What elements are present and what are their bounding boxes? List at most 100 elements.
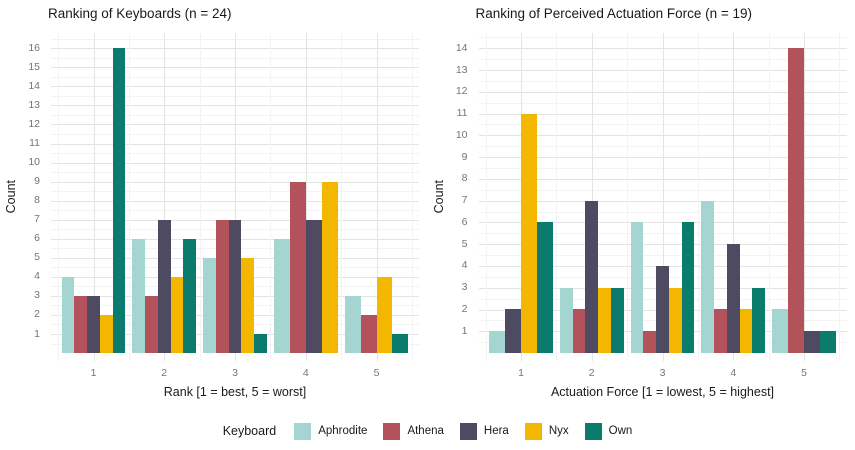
y-tick-label: 13 — [455, 63, 468, 76]
y-tick-label: 10 — [455, 128, 468, 141]
bar-nyx — [99, 315, 113, 353]
y-tick-label: 11 — [456, 107, 468, 119]
bar-hera — [656, 266, 669, 353]
y-tick-label: 7 — [461, 194, 468, 207]
v-gridline-major — [93, 33, 95, 361]
bar-hera — [228, 220, 242, 353]
bar-nyx — [321, 182, 338, 353]
bar-hera — [305, 220, 322, 353]
x-axis-title: Actuation Force [1 = lowest, 5 = highest… — [550, 385, 775, 399]
bar-group — [559, 33, 624, 353]
y-tick-label: 5 — [461, 237, 468, 250]
bar-nyx — [668, 288, 682, 353]
bar-group — [344, 33, 409, 353]
y-tick-label: 11 — [29, 137, 40, 149]
x-axis-title: Rank [1 = best, 5 = worst] — [163, 385, 307, 399]
v-gridline-minor — [556, 33, 558, 361]
y-tick-label: 16 — [28, 41, 40, 54]
y-tick-label: 14 — [28, 79, 40, 92]
v-gridline-minor — [270, 33, 272, 361]
v-gridline-minor — [697, 33, 699, 361]
bar-group — [772, 33, 836, 353]
chart-panel-actuation-force: Ranking of Perceived Actuation Force (n … — [428, 0, 855, 405]
bar-aphrodite — [701, 201, 715, 353]
bar-group — [489, 33, 553, 353]
x-tick-label: 5 — [801, 367, 807, 379]
bar-athena — [714, 309, 727, 353]
x-tick-label: 1 — [518, 367, 524, 379]
v-gridline-minor — [58, 33, 60, 361]
bar-group — [630, 33, 695, 353]
bar-athena — [74, 296, 88, 353]
v-gridline-major — [235, 33, 236, 361]
bar-aphrodite — [559, 288, 573, 353]
bar-group — [132, 33, 197, 353]
v-gridline-major — [376, 33, 378, 361]
x-tick-label: 2 — [588, 367, 595, 379]
y-tick-label: 6 — [34, 232, 40, 245]
bar-aphrodite — [132, 239, 146, 353]
bar-aphrodite — [344, 296, 361, 353]
v-gridline-major — [591, 33, 593, 361]
bar-athena — [788, 48, 805, 353]
bar-own — [183, 239, 197, 353]
legend-item-aphrodite: Aphrodite — [294, 422, 367, 440]
bar-own — [392, 334, 409, 353]
bar-hera — [585, 201, 599, 353]
bar-athena — [289, 182, 306, 353]
y-tick-label: 4 — [34, 270, 40, 283]
bar-aphrodite — [630, 222, 644, 353]
y-tick-label: 12 — [455, 85, 468, 98]
bar-own — [819, 331, 836, 353]
v-gridline-minor — [768, 33, 770, 361]
legend-label: Nyx — [548, 425, 569, 437]
charts-row: Ranking of Keyboards (n = 24) Count Rank… — [4, 0, 855, 405]
y-tick-label: 1 — [461, 324, 468, 337]
bar-own — [610, 288, 624, 353]
legend-item-nyx: Nyx — [524, 422, 569, 440]
v-gridline-minor — [199, 33, 201, 361]
y-tick-label: 6 — [461, 215, 468, 228]
v-gridline-major — [305, 33, 307, 361]
bar-aphrodite — [772, 309, 789, 353]
bar-nyx — [520, 114, 537, 353]
legend-label: Athena — [407, 425, 444, 437]
v-gridline-minor — [411, 33, 413, 361]
y-tick-label: 1 — [34, 327, 40, 340]
plot-area — [478, 33, 847, 361]
x-tick-label: 3 — [659, 367, 666, 379]
y-tick-label: 4 — [461, 259, 468, 272]
bar-hera — [726, 244, 740, 353]
bar-hera — [87, 296, 100, 353]
v-gridline-minor — [485, 33, 487, 361]
bar-nyx — [241, 258, 255, 353]
bar-aphrodite — [489, 331, 506, 353]
v-gridline-minor — [627, 33, 629, 361]
bar-own — [536, 222, 553, 353]
legend-label: Own — [608, 425, 633, 437]
x-tick-label: 4 — [302, 367, 309, 379]
x-tick-label: 1 — [90, 367, 97, 379]
legend-title: Keyboard — [222, 424, 277, 438]
bar-athena — [572, 309, 586, 353]
legend: Keyboard Aphrodite Athena Hera Nyx Own — [0, 418, 855, 444]
bar-aphrodite — [273, 239, 290, 353]
plot-area — [51, 33, 419, 361]
legend-swatch — [294, 422, 312, 440]
y-tick-label: 10 — [28, 156, 40, 168]
legend-item-hera: Hera — [459, 422, 509, 440]
v-gridline-major — [804, 33, 805, 361]
bar-own — [254, 334, 267, 353]
bar-athena — [643, 331, 657, 353]
legend-item-athena: Athena — [383, 422, 444, 440]
chart-title: Ranking of Perceived Actuation Force (n … — [475, 6, 753, 21]
legend-label: Hera — [483, 425, 509, 437]
bar-athena — [145, 296, 158, 353]
bar-hera — [505, 309, 521, 353]
bar-hera — [804, 331, 820, 353]
bar-group — [273, 33, 338, 353]
bar-aphrodite — [203, 258, 216, 353]
bar-nyx — [170, 277, 184, 353]
y-tick-label: 14 — [455, 41, 468, 54]
v-gridline-minor — [128, 33, 130, 361]
